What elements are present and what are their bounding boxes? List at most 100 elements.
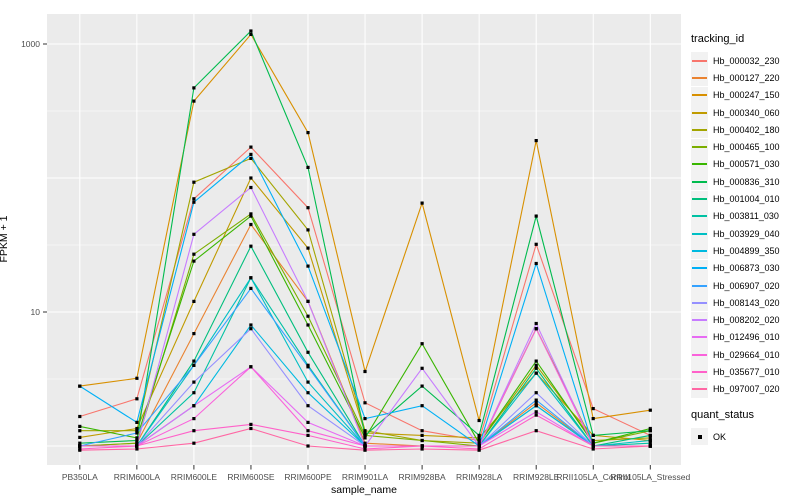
legend-item-label: OK [713,431,727,442]
legend-item-Hb_000571_030: Hb_000571_030 [691,155,799,173]
legend-item-Hb_001004_010: Hb_001004_010 [691,190,799,208]
data-point [192,86,196,90]
data-point [306,314,310,318]
data-point [306,264,310,268]
data-point [192,359,196,363]
line-swatch-icon [692,94,707,97]
data-point [363,444,367,448]
data-point [249,286,253,290]
data-point [135,441,139,445]
data-point [477,448,481,452]
data-point [591,438,595,443]
legend-key-line [691,155,708,173]
x-tick-label: RRIM928BA [398,472,446,482]
line-swatch-icon [692,163,707,166]
legend-item-label: Hb_000402_180 [713,124,780,135]
data-point [78,414,82,419]
legend-item-label: Hb_003811_030 [713,211,779,222]
data-point [534,242,538,246]
line-swatch-icon [692,128,707,131]
data-point [78,384,82,388]
data-point [249,29,253,33]
data-point [534,371,538,375]
data-point [306,350,310,354]
data-point [648,436,652,440]
data-point [78,424,82,428]
legend-item-Hb_008143_020: Hb_008143_020 [691,294,799,312]
legend-key-line [691,311,708,329]
data-point [249,176,253,180]
data-point [192,200,196,204]
data-point [192,99,196,103]
data-point [420,433,424,437]
legend-item-label: Hb_097007_020 [713,384,780,395]
data-point [591,433,595,437]
legend-item-label: Hb_000247_150 [713,90,780,101]
data-point [420,444,424,448]
data-point [534,214,538,218]
legend-item-label: Hb_000465_100 [713,142,780,153]
x-tick-label: RRIM901LA [342,472,389,482]
data-point [648,433,652,437]
x-tick-label: RRII105LA_Stressed [610,472,690,482]
data-point [306,299,310,303]
line-swatch-icon [692,76,707,79]
data-point [78,444,82,448]
legend-item-Hb_000247_150: Hb_000247_150 [691,86,799,104]
data-point [78,435,82,439]
legend-key-line [691,259,708,277]
legend-quant-status: quant_status OK [691,408,799,446]
legend-key-line [691,121,708,139]
data-point [135,438,139,443]
data-point [363,401,367,405]
data-point [192,332,196,336]
line-swatch-icon [692,180,707,183]
x-tick-label: RRIM928LA [456,472,503,482]
data-point [591,441,595,445]
data-point [135,397,139,401]
line-swatch-icon [692,319,707,322]
data-point [648,429,652,433]
line-swatch-icon [692,370,707,373]
legend-key-line [691,294,708,312]
legend-item-label: Hb_004899_350 [713,245,780,256]
data-point [192,429,196,433]
data-point [135,376,139,380]
data-point [363,436,367,440]
data-point [192,197,196,201]
data-point [249,276,253,280]
data-point [135,444,139,448]
legend-item-Hb_000340_060: Hb_000340_060 [691,104,799,122]
data-point [192,380,196,384]
legend-item-label: Hb_000340_060 [713,107,780,118]
data-point [249,152,253,156]
legend-key-line [691,69,708,87]
legend-key-line [691,242,708,260]
legend-title-quant-status: quant_status [691,408,754,421]
legend-item-label: Hb_000032_230 [713,55,780,66]
data-point [192,363,196,367]
legend-title-tracking-id: tracking_id [691,33,745,45]
data-point [135,426,139,431]
legend-key-line [691,86,708,104]
legend-key-line [691,207,708,225]
data-point [420,429,424,433]
legend-item-label: Hb_000836_310 [713,176,780,187]
data-point [306,323,310,327]
legend-item-Hb_012496_010: Hb_012496_010 [691,328,799,346]
data-point [477,438,481,443]
legend-item-Hb_000402_180: Hb_000402_180 [691,121,799,139]
legend-key-line [691,363,708,381]
data-point [420,404,424,408]
legend-item-label: Hb_008143_020 [713,297,780,308]
line-swatch-icon [692,232,707,235]
legend-item-label: Hb_035677_010 [713,366,780,377]
legend-item-Hb_029664_010: Hb_029664_010 [691,346,799,364]
data-point [534,327,538,331]
legend-key-line [691,328,708,346]
data-point [306,131,310,135]
x-tick-label: RRIM928LE [513,472,560,482]
data-point [363,431,367,435]
legend-key-line [691,380,708,398]
x-tick-label: RRIM600SE [227,472,275,482]
